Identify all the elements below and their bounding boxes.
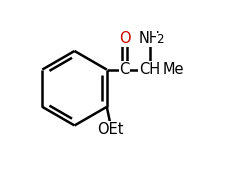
Text: OEt: OEt bbox=[97, 122, 124, 137]
Text: NH: NH bbox=[139, 31, 161, 46]
Text: Me: Me bbox=[162, 62, 184, 77]
Text: CH: CH bbox=[139, 62, 160, 77]
Text: 2: 2 bbox=[156, 33, 164, 46]
Text: O: O bbox=[119, 31, 130, 46]
Text: C: C bbox=[119, 62, 130, 77]
